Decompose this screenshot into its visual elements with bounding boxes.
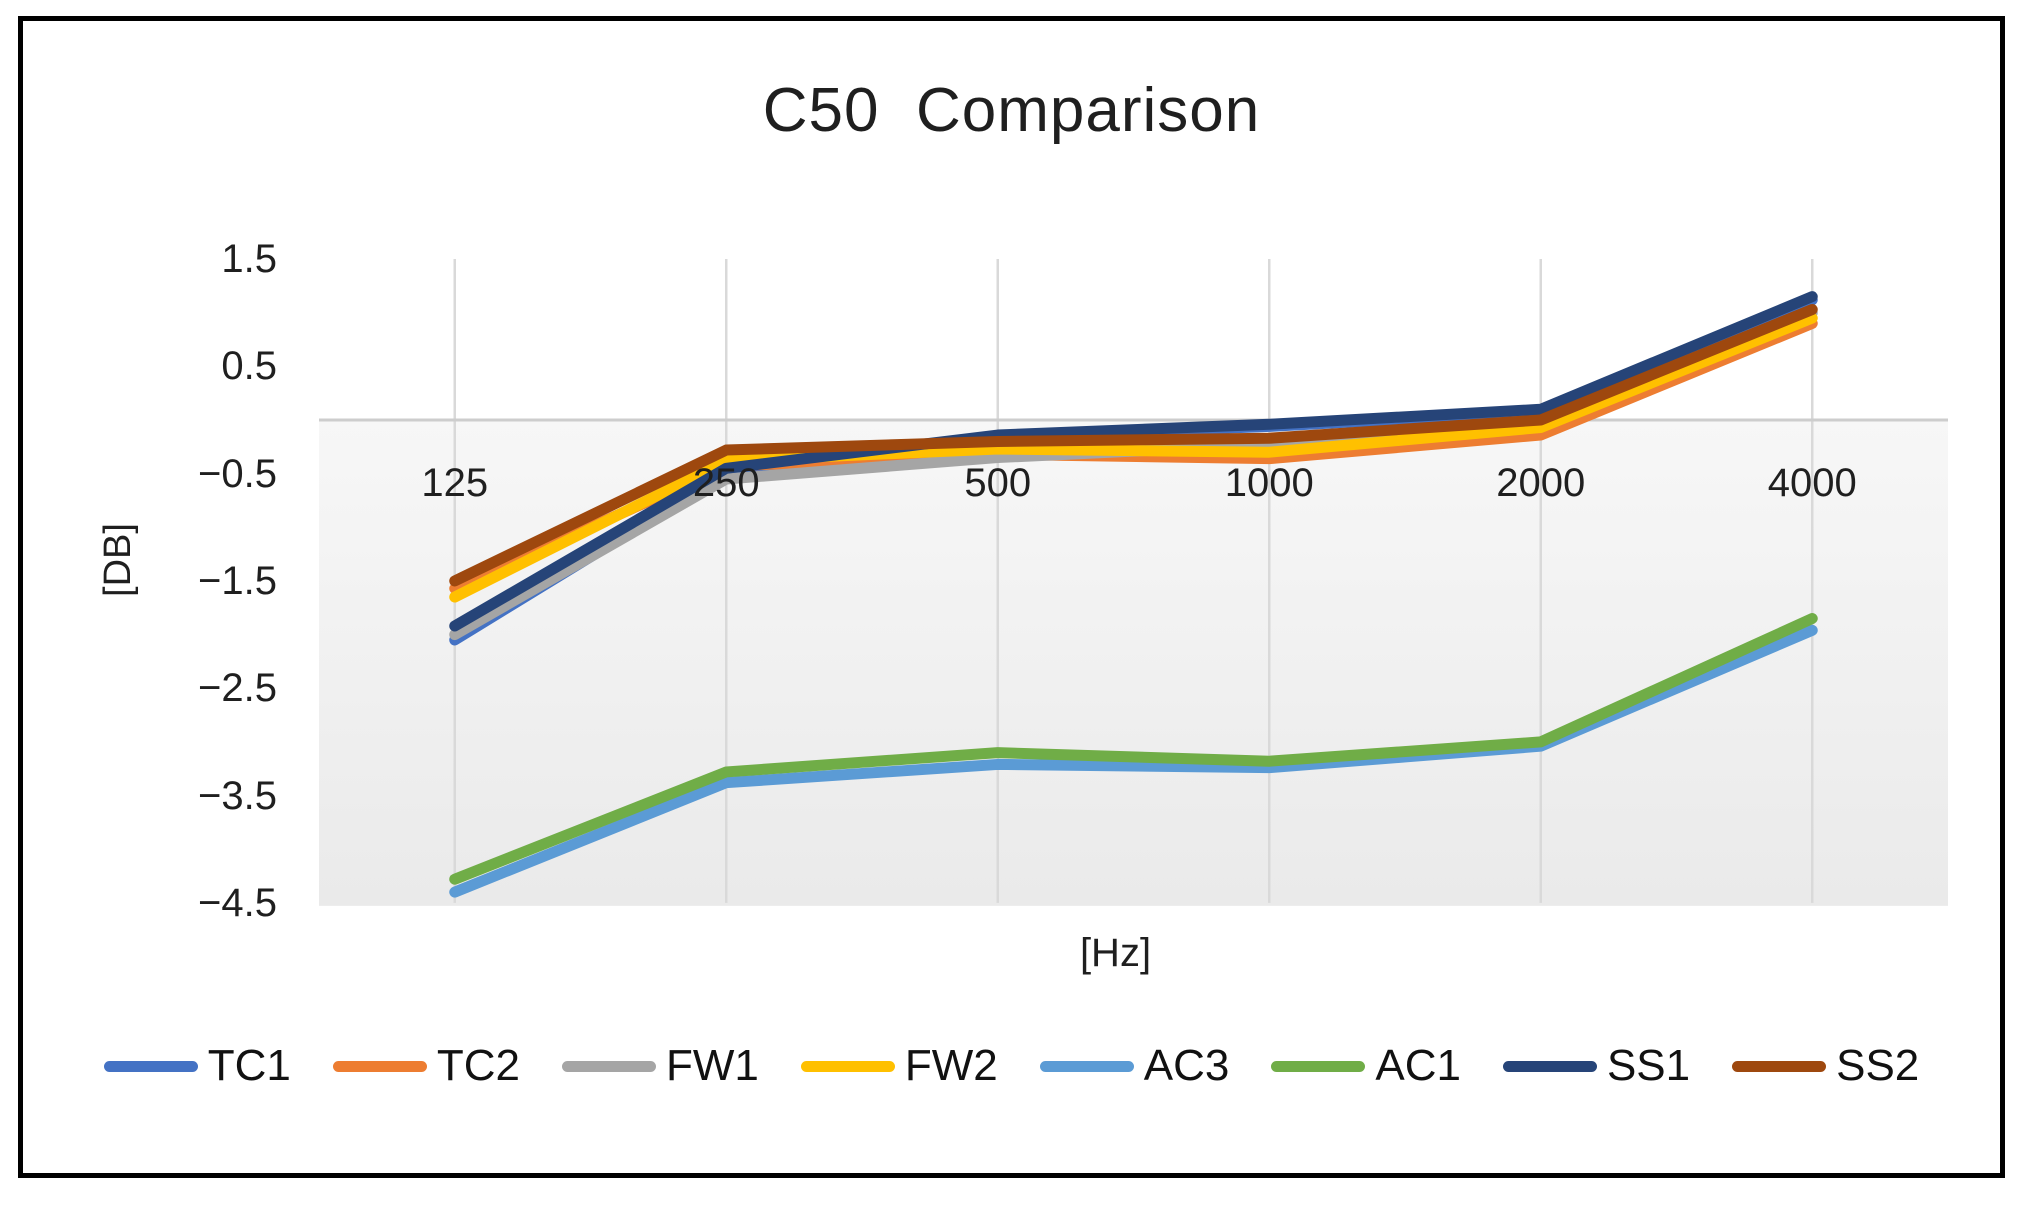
x-axis-title: [Hz] (1079, 931, 1152, 975)
y-tick-label-0.5: 0.5 (221, 344, 277, 389)
x-tick-label-500: 500 (964, 461, 1032, 505)
legend-label-FW2: FW2 (904, 1041, 998, 1090)
legend-item-SS1: SS1 (1502, 1041, 1691, 1091)
y-tick-label-−3.5: −3.5 (198, 773, 277, 818)
x-tick-label-1000: 1000 (1224, 461, 1314, 505)
legend-label-AC1: AC1 (1375, 1041, 1461, 1090)
y-tick-label-−4.5: −4.5 (198, 880, 277, 925)
legend-label-SS2: SS2 (1836, 1041, 1920, 1090)
legend-marker-TC2 (332, 1060, 427, 1072)
legend-label-AC3: AC3 (1143, 1041, 1230, 1090)
legend-item-TC1: TC1 (103, 1041, 291, 1091)
legend-label-TC2: TC2 (436, 1041, 520, 1090)
y-tick-label-−2.5: −2.5 (198, 666, 277, 711)
legend: TC1 TC2 FW1 FW2 AC3 AC1 SS1 SS2 (23, 1041, 2000, 1091)
legend-marker-FW1 (561, 1060, 656, 1072)
legend-item-SS2: SS2 (1732, 1041, 1919, 1091)
x-tick-label-250: 250 (692, 461, 760, 505)
legend-marker-AC3 (1039, 1060, 1134, 1072)
legend-marker-FW2 (800, 1060, 895, 1072)
legend-item-TC2: TC2 (332, 1041, 520, 1091)
plot-area (319, 259, 1948, 906)
x-tick-label-4000: 4000 (1767, 461, 1857, 505)
chart-title: C50 Comparison (762, 76, 1261, 145)
legend-marker-SS1 (1502, 1060, 1597, 1072)
legend-item-FW2: FW2 (800, 1041, 998, 1091)
chart-frame: C50 Comparison 1.5 0.5 −0.5 −1.5 −2.5 −3.5 −4.… (18, 16, 2005, 1178)
legend-marker-AC1 (1271, 1060, 1366, 1072)
y-axis-title: [DB] (97, 523, 139, 597)
legend-label-SS1: SS1 (1606, 1041, 1691, 1090)
legend-item-AC3: AC3 (1039, 1041, 1230, 1091)
legend-item-AC1: AC1 (1271, 1041, 1461, 1091)
y-tick-label-−0.5: −0.5 (198, 451, 277, 496)
series-line-AC1 (449, 613, 1818, 885)
legend-label-TC1: TC1 (207, 1041, 291, 1090)
legend-marker-SS2 (1732, 1060, 1827, 1072)
series-line-FW2 (449, 312, 1818, 603)
series-line-TC2 (449, 317, 1818, 594)
series-line-SS2 (449, 303, 1818, 587)
legend-label-FW1: FW1 (665, 1041, 759, 1090)
series-line-AC3 (449, 624, 1818, 898)
x-tick-label-125: 125 (421, 461, 489, 505)
legend-marker-TC1 (103, 1060, 198, 1072)
x-tick-label-2000: 2000 (1496, 461, 1586, 505)
legend-item-FW1: FW1 (561, 1041, 759, 1091)
y-tick-label-1.5: 1.5 (221, 237, 277, 282)
y-tick-label-−1.5: −1.5 (198, 558, 277, 603)
